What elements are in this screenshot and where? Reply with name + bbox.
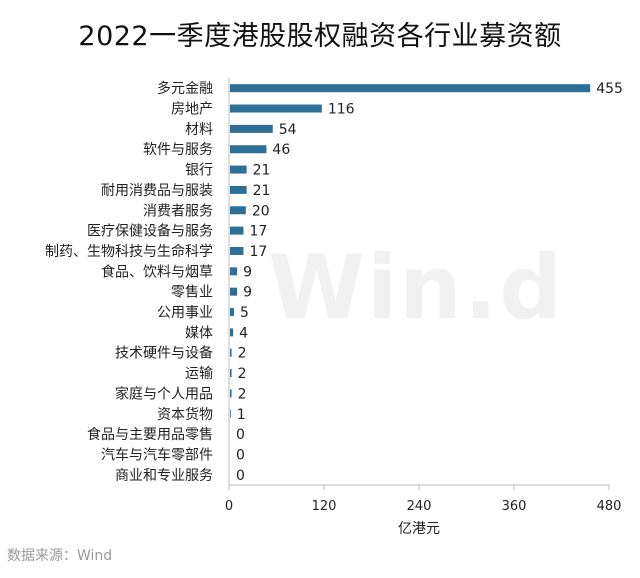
data-label: 9	[243, 285, 252, 301]
category-label: 技术硬件与设备	[115, 345, 213, 362]
x-tick-label: 120	[312, 499, 337, 514]
data-label: 17	[249, 224, 267, 240]
bar	[230, 287, 238, 296]
bar	[230, 84, 591, 93]
data-label: 0	[236, 468, 245, 484]
data-label: 46	[272, 142, 290, 158]
bar	[230, 348, 232, 357]
bar	[230, 409, 231, 418]
x-tick-label: 240	[407, 499, 432, 514]
bar	[230, 308, 234, 317]
category-label: 商业和专业服务	[115, 468, 213, 484]
data-label: 0	[236, 427, 245, 443]
bar	[230, 246, 244, 255]
category-label: 消费者服务	[143, 203, 213, 219]
category-label: 食品、饮料与烟草	[101, 263, 213, 280]
category-label: 汽车与汽车零部件	[101, 446, 213, 463]
category-label: 医疗保健设备与服务	[87, 223, 213, 240]
data-label: 17	[249, 244, 267, 260]
data-label: 5	[240, 305, 249, 321]
data-label: 1	[237, 407, 246, 423]
data-label: 2	[238, 346, 247, 362]
category-label: 家庭与个人用品	[115, 385, 213, 402]
data-label: 9	[243, 264, 252, 280]
data-label: 116	[328, 102, 355, 118]
category-label: 材料	[185, 122, 213, 138]
data-label: 21	[253, 183, 271, 199]
category-label: 多元金融	[157, 80, 213, 97]
x-tick-label: 360	[502, 499, 527, 514]
data-label: 0	[236, 447, 245, 463]
source-note: 数据来源：Wind	[7, 548, 113, 564]
category-label: 运输	[185, 366, 213, 382]
data-label: 20	[252, 203, 270, 219]
category-label: 资本货物	[157, 406, 213, 423]
bar	[230, 328, 234, 337]
wind-watermark: Win.d	[268, 236, 565, 339]
data-label: 54	[279, 122, 297, 138]
category-label: 银行	[185, 163, 213, 179]
category-label: 媒体	[185, 325, 213, 341]
category-label: 制药、生物科技与生命科学	[45, 243, 213, 260]
x-axis-title: 亿港元	[398, 521, 440, 537]
chart-title: 2022一季度港股股权融资各行业募资额	[78, 21, 562, 52]
bar	[230, 267, 238, 276]
bar	[230, 145, 267, 154]
data-label: 2	[238, 386, 247, 402]
bar	[230, 185, 247, 194]
bar	[230, 104, 322, 113]
bar	[230, 369, 232, 378]
category-label: 房地产	[171, 102, 213, 118]
bar	[230, 226, 244, 235]
bar	[230, 165, 247, 174]
data-label: 4	[239, 325, 248, 341]
bar	[230, 389, 232, 398]
x-tick-label: 0	[225, 499, 233, 514]
data-label: 455	[596, 81, 623, 97]
category-label: 食品与主要用品零售	[87, 426, 213, 443]
category-label: 耐用消费品与服装	[101, 183, 213, 199]
bar	[230, 124, 273, 133]
category-label: 软件与服务	[143, 142, 213, 158]
data-label: 2	[238, 366, 247, 382]
category-label: 公用事业	[157, 305, 213, 321]
x-tick-label: 480	[597, 499, 622, 514]
category-label: 零售业	[171, 285, 213, 301]
bar	[230, 206, 246, 215]
data-label: 21	[253, 163, 271, 179]
